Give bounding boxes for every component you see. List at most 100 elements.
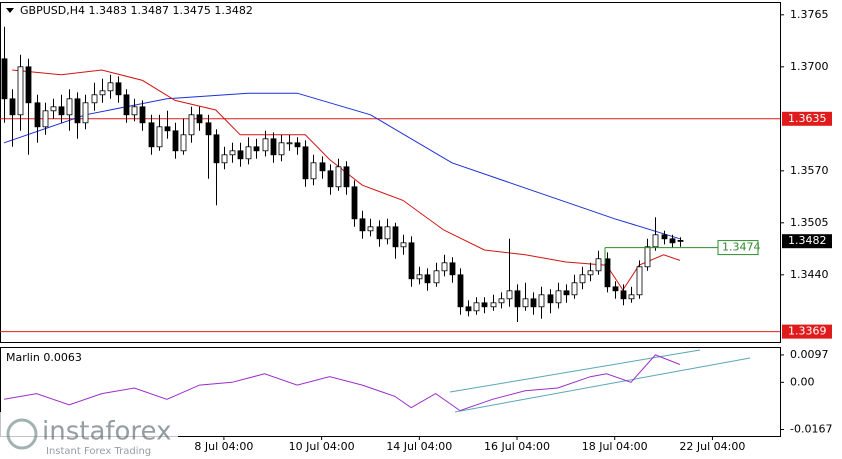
candle-body	[530, 298, 537, 308]
candle-body	[498, 298, 505, 304]
candle-body	[229, 150, 236, 156]
candle-body	[571, 282, 578, 296]
level-label-box	[782, 324, 832, 339]
candle-body	[522, 298, 529, 308]
y-tick-label: -0.0167	[790, 423, 832, 436]
candle-body	[270, 138, 277, 156]
y-tick-label: 1.3765	[790, 8, 829, 21]
dropdown-icon[interactable]	[6, 8, 14, 13]
logo-tagline: Instant Forex Trading	[46, 446, 151, 457]
candle-body	[359, 218, 366, 232]
candle-body	[213, 134, 220, 164]
candle-body	[253, 146, 260, 152]
candle-body	[34, 102, 41, 128]
chart-title: GBPUSD,H4 1.3483 1.3487 1.3475 1.3482	[20, 4, 253, 17]
candle-body	[9, 98, 16, 116]
candle-body	[506, 290, 513, 300]
marker-label: 1.3474	[722, 241, 761, 254]
marker-label-box	[717, 240, 759, 256]
candle-body	[131, 106, 138, 116]
candle-body	[262, 138, 269, 152]
candle-body	[294, 142, 301, 148]
candle-body	[652, 234, 659, 248]
candle-body	[66, 98, 73, 116]
candle-body	[148, 122, 155, 148]
candle-body	[604, 258, 611, 288]
candle-body	[620, 290, 627, 300]
candle-body	[376, 226, 383, 240]
candle-body	[180, 134, 187, 152]
x-tick-label: 18 Jul 04:00	[582, 440, 648, 453]
y-tick-label: 0.00	[790, 375, 815, 388]
logo-icon	[6, 418, 38, 450]
candle-body	[441, 262, 448, 272]
candle-body	[278, 142, 285, 156]
main-panel-frame	[0, 2, 781, 343]
candle-body	[384, 226, 391, 240]
candle-body	[196, 114, 203, 124]
candle-body	[25, 66, 32, 104]
candle-body	[473, 302, 480, 312]
candle-body	[42, 110, 49, 128]
logo: instaforex Instant Forex Trading	[0, 412, 178, 459]
candle-body	[490, 302, 497, 308]
candle-body	[1, 58, 8, 100]
x-tick-label: 10 Jul 04:00	[289, 440, 355, 453]
candle-body	[677, 239, 684, 242]
candle-body	[221, 154, 228, 164]
candle-body	[636, 266, 643, 296]
level-label: 1.3635	[788, 112, 827, 125]
candle-body	[286, 142, 293, 145]
candle-body	[205, 122, 212, 136]
candle-body	[563, 290, 570, 296]
candle-body	[17, 66, 24, 116]
x-tick-label: 16 Jul 04:00	[484, 440, 550, 453]
candle-body	[107, 82, 114, 92]
candle-body	[245, 146, 252, 160]
level-label: 1.3369	[788, 325, 827, 338]
candle-body	[319, 162, 326, 172]
candle-body	[424, 274, 431, 284]
candle-body	[351, 186, 358, 220]
indicator-line	[4, 354, 681, 412]
indicator-panel-frame	[0, 347, 781, 437]
level-label-box	[782, 111, 832, 126]
candle-body	[408, 242, 415, 280]
candle-body	[237, 150, 244, 160]
candle-body	[669, 238, 676, 244]
candle-body	[310, 162, 317, 180]
price-label: 1.3482	[788, 234, 827, 247]
candle-body	[302, 146, 309, 180]
candle-body	[172, 130, 179, 152]
x-tick-label: 14 Jul 04:00	[386, 440, 452, 453]
y-tick-label: 0.0097	[790, 348, 829, 361]
x-tick-label: 22 Jul 04:00	[679, 440, 745, 453]
logo-name: instaforex	[42, 417, 171, 447]
candle-body	[465, 306, 472, 312]
candle-body	[612, 286, 619, 292]
candle-body	[91, 94, 98, 104]
candle-body	[74, 98, 81, 124]
y-tick-label: 1.3440	[790, 268, 829, 281]
candle-body	[139, 106, 146, 124]
candle-body	[449, 262, 456, 276]
candle-body	[538, 294, 545, 308]
candle-body	[595, 258, 602, 272]
candle-body	[123, 94, 130, 116]
candle-body	[661, 234, 668, 240]
candle-body	[327, 170, 334, 188]
y-tick-label: 1.3570	[790, 164, 829, 177]
price-label-box	[782, 234, 832, 249]
candle-body	[335, 166, 342, 188]
candle-body	[164, 126, 171, 132]
logo-background	[0, 412, 178, 459]
candle-body	[58, 106, 65, 116]
indicator-title: Marlin 0.0063	[6, 351, 82, 364]
candle-body	[115, 82, 122, 96]
moving-average	[12, 69, 681, 291]
trend-line	[454, 357, 751, 413]
candle-body	[188, 114, 195, 136]
candle-body	[433, 270, 440, 284]
